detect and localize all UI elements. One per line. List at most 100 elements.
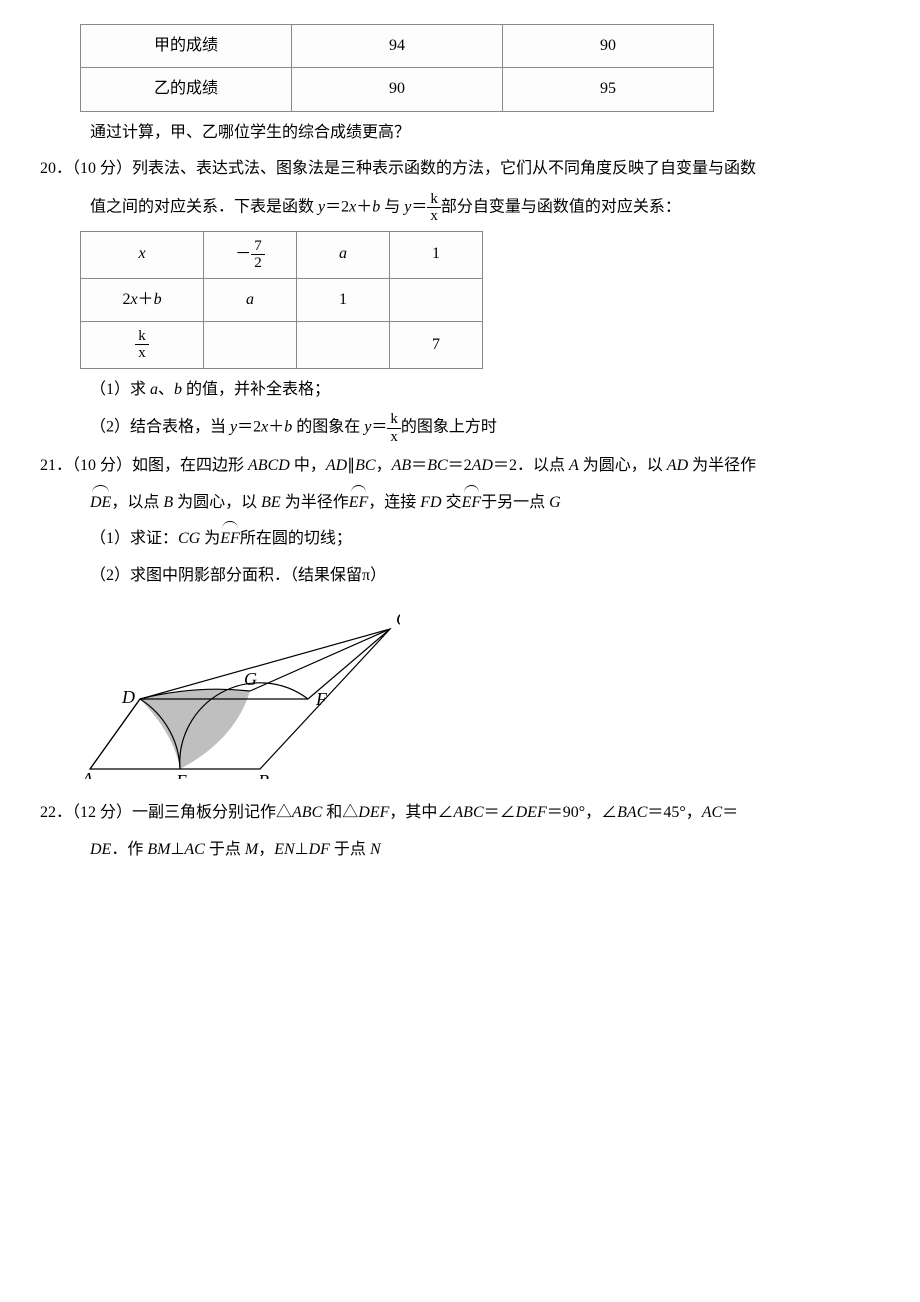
denom: 2 (251, 255, 265, 272)
txt: ＋ (356, 198, 372, 215)
var: N (370, 841, 381, 858)
var-a: a (150, 381, 158, 398)
var: B (163, 494, 173, 511)
var: A (569, 457, 579, 474)
txt: 的值，并补全表格； (182, 381, 330, 398)
txt: 为半径作 (688, 457, 756, 474)
var-x: x (130, 291, 137, 308)
txt: ＝2．以点 (493, 457, 569, 474)
var: ABC (453, 804, 483, 821)
txt: ＝ (371, 419, 387, 436)
cell: 1 (297, 278, 390, 321)
fraction: 72 (251, 238, 265, 272)
geometry-diagram: AEBDGFC (80, 599, 400, 779)
q20-sub1: （1）求 a、b 的值，并补全表格； (40, 375, 880, 405)
cell: 90 (503, 25, 714, 68)
question-22: 22．（12 分）一副三角板分别记作△ABC 和△DEF，其中∠ABC＝∠DEF… (40, 798, 880, 828)
txt: 一副三角板分别记作△ (132, 804, 292, 821)
var: AD (326, 457, 347, 474)
numer: 7 (251, 238, 265, 256)
txt: 为圆心，以 (173, 494, 261, 511)
txt: ，以点 (111, 494, 163, 511)
svg-text:D: D (121, 687, 135, 707)
txt: ＋ (138, 291, 154, 308)
cell: a (204, 278, 297, 321)
txt: 的图象在 (292, 419, 364, 436)
var: M (245, 841, 258, 858)
q-label: 22．（12 分） (40, 804, 132, 821)
var: AB (392, 457, 412, 474)
cell: 95 (503, 68, 714, 111)
txt: ， (376, 457, 392, 474)
txt: （1）求证： (90, 530, 178, 547)
var: BAC (617, 804, 647, 821)
function-table: x －72 a 1 2x＋b a 1 kx 7 (80, 231, 483, 369)
var-b: b (174, 381, 182, 398)
txt: ＝45°， (647, 804, 701, 821)
var: AC (702, 804, 722, 821)
sign: － (235, 245, 251, 262)
txt: ．作 (111, 841, 147, 858)
var: ABC (292, 804, 322, 821)
var: BM (147, 841, 170, 858)
txt: 于点 (330, 841, 370, 858)
txt: 部分自变量与函数值的对应关系： (441, 198, 681, 215)
svg-text:A: A (81, 769, 94, 779)
cell: kx (81, 321, 204, 368)
txt: （2）结合表格，当 (90, 419, 230, 436)
cell: 7 (390, 321, 483, 368)
txt: 所在圆的切线； (240, 530, 352, 547)
var: ABCD (248, 457, 290, 474)
txt: ⊥ (295, 841, 309, 858)
q21-sub2: （2）求图中阴影部分面积．（结果保留π） (40, 561, 880, 591)
fraction: kx (427, 191, 441, 225)
txt: 与 (380, 198, 404, 215)
table-row: 甲的成绩 94 90 (81, 25, 714, 68)
var: DE (90, 841, 111, 858)
q20-sub2: （2）结合表格，当 y＝2x＋b 的图象在 y＝kx的图象上方时 (40, 411, 880, 445)
var: AD (472, 457, 493, 474)
txt: （1）求 (90, 381, 150, 398)
var: AC (184, 841, 204, 858)
txt: ＝ (722, 804, 738, 821)
txt: 和△ (322, 804, 358, 821)
question-21-cont: DE，以点 B 为圆心，以 BE 为半径作EF，连接 FD 交EF于另一点 G (40, 488, 880, 518)
svg-text:C: C (396, 609, 400, 629)
cell: －72 (204, 231, 297, 278)
var: BC (427, 457, 447, 474)
table-row: 乙的成绩 90 95 (81, 68, 714, 111)
var: BE (261, 494, 281, 511)
txt: ＝ (411, 457, 427, 474)
fraction: kx (135, 328, 149, 362)
arc-DE: DE (90, 488, 111, 518)
var-a: a (246, 291, 254, 308)
arc-EF: EF (220, 524, 240, 554)
text-line: 通过计算，甲、乙哪位学生的综合成绩更高？ (40, 118, 880, 148)
figure-21: AEBDGFC (80, 599, 880, 790)
var: EN (274, 841, 294, 858)
txt: 为 (200, 530, 220, 547)
var: DEF (516, 804, 547, 821)
svg-text:F: F (315, 689, 328, 709)
scores-table: 甲的成绩 94 90 乙的成绩 90 95 (80, 24, 714, 112)
txt: ＝∠ (484, 804, 516, 821)
arc-EF: EF (349, 488, 369, 518)
txt: 为半径作 (281, 494, 349, 511)
svg-text:B: B (258, 771, 269, 779)
txt: ＝2 (325, 198, 349, 215)
q-label: 21．（10 分） (40, 457, 132, 474)
cell: 乙的成绩 (81, 68, 292, 111)
var-x: x (138, 245, 145, 262)
txt: ∥ (347, 457, 355, 474)
cell (390, 278, 483, 321)
txt: 为圆心，以 (579, 457, 667, 474)
txt: ⊥ (170, 841, 184, 858)
txt: 如图，在四边形 (132, 457, 248, 474)
txt: ＝2 (237, 419, 261, 436)
denom: x (427, 208, 441, 225)
txt: 值之间的对应关系．下表是函数 (90, 198, 318, 215)
txt: 的图象上方时 (401, 419, 497, 436)
question-20: 20．（10 分）列表法、表达式法、图象法是三种表示函数的方法，它们从不同角度反… (40, 154, 880, 184)
cell: 90 (292, 68, 503, 111)
txt: ＝ (411, 198, 427, 215)
